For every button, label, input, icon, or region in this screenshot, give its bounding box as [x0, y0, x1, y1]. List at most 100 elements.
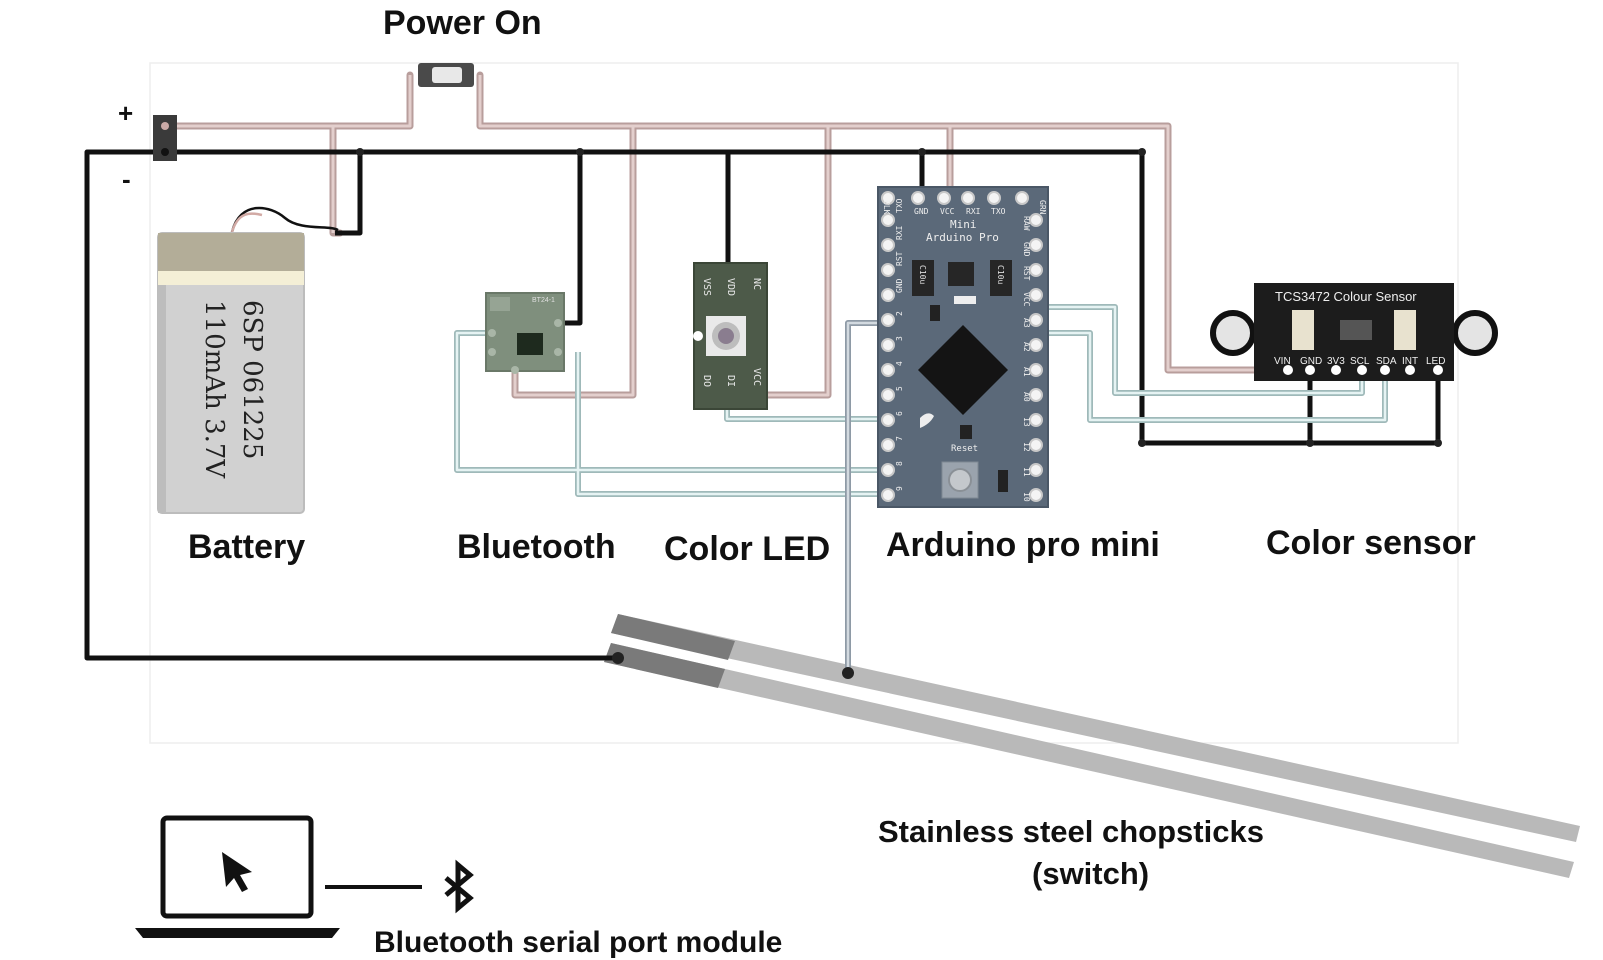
- arduino-pin-right-6: A2: [1022, 342, 1031, 352]
- arduino-right-pin-hole: [1029, 213, 1043, 227]
- led-pin-bottom-1: DO: [701, 375, 712, 387]
- sensor-pin-label: SDA: [1376, 356, 1397, 367]
- arduino-pin-top-6: GRN: [1038, 200, 1047, 215]
- minus-label: -: [122, 164, 131, 194]
- arduino-left-pin-hole: [881, 338, 895, 352]
- arduino-pin-left-1: TXO: [895, 198, 904, 213]
- arduino-top-pin-hole: [1015, 191, 1029, 205]
- battery-label: Battery: [188, 528, 305, 566]
- arduino-left-pin-hole: [881, 388, 895, 402]
- arduino-pin-right-3: RST: [1022, 266, 1031, 281]
- arduino-pin-right-10: 12: [1022, 442, 1031, 452]
- chopsticks-label-line2: (switch): [1032, 856, 1149, 891]
- sensor-title: TCS3472 Colour Sensor: [1275, 289, 1417, 304]
- bluetooth-module: BT24-1: [485, 292, 565, 374]
- arduino-pin-top-4: RXI: [966, 207, 981, 216]
- led-pin-bottom-2: DI: [725, 375, 736, 387]
- arduino-right-pin-hole: [1029, 238, 1043, 252]
- arduino-pin-left-11: 8: [895, 461, 904, 466]
- arduino-right-pin-hole: [1029, 388, 1043, 402]
- chopsticks-label-line1: Stainless steel chopsticks: [878, 814, 1264, 849]
- arduino-cap-label-left: C10u: [918, 265, 927, 284]
- battery: 6SP 061225 110mAh 3.7V: [157, 206, 339, 514]
- arduino-pin-right-4: VCC: [1022, 292, 1031, 307]
- arduino-pin-right-8: A0: [1022, 392, 1031, 402]
- sensor-pin-label: SCL: [1350, 356, 1370, 367]
- arduino-left-pin-hole: [881, 463, 895, 477]
- power-on-label: Power On: [383, 4, 542, 42]
- arduino-top-pin-hole: [961, 191, 975, 205]
- arduino-pin-left-8: 5: [895, 386, 904, 391]
- arduino-pin-left-6: 3: [895, 336, 904, 341]
- arduino-pro-mini: BLK GND VCC RXI TXO GRN Mini Arduino Pro…: [877, 186, 1049, 508]
- arduino-pin-top-1: BLK: [882, 200, 891, 215]
- bt-serial-label: Bluetooth serial port module: [374, 926, 782, 959]
- arduino-left-pin-hole: [881, 288, 895, 302]
- arduino-pin-top-5: TXO: [991, 207, 1006, 216]
- sensor-pin-label: GND: [1300, 356, 1322, 367]
- arduino-left-pin-hole: [881, 263, 895, 277]
- circuit-canvas: [149, 62, 1459, 744]
- arduino-pin-left-10: 7: [895, 436, 904, 441]
- led-pin-top-3: NC: [751, 278, 762, 290]
- led-pin-bottom-3: VCC: [751, 368, 762, 386]
- chopstick-signal-wire-core: [846, 321, 890, 673]
- arduino-pin-right-12: 10: [1022, 492, 1031, 502]
- bluetooth-label: Bluetooth: [457, 528, 616, 566]
- arduino-pin-right-5: A3: [1022, 318, 1031, 328]
- arduino-left-pin-hole: [881, 488, 895, 502]
- arduino-pin-left-7: 4: [895, 361, 904, 366]
- color-led-label: Color LED: [664, 530, 830, 568]
- arduino-pin-right-7: A1: [1022, 367, 1031, 377]
- arduino-cap-label-right: C10u: [996, 265, 1005, 284]
- power-wires-core: [165, 75, 1280, 397]
- arduino-pin-top-3: VCC: [940, 207, 955, 216]
- arduino-top-pin-hole: [911, 191, 925, 205]
- arduino-right-pins: [1029, 213, 1043, 502]
- sensor-pin-label: VIN: [1274, 356, 1291, 367]
- arduino-pin-top-2: GND: [914, 207, 929, 216]
- arduino-reset-label: Reset: [951, 444, 978, 454]
- arduino-right-pin-hole: [1029, 313, 1043, 327]
- led-pin-top-1: VSS: [701, 278, 712, 296]
- arduino-left-pins: [881, 213, 895, 502]
- arduino-top-pin-hole: [937, 191, 951, 205]
- arduino-pin-left-2: RXI: [895, 225, 904, 240]
- arduino-top-pin-hole: [987, 191, 1001, 205]
- power-terminal: [153, 115, 177, 161]
- color-led-module: VSS VDD NC DO DI VCC: [693, 262, 768, 410]
- arduino-right-pin-hole: [1029, 288, 1043, 302]
- arduino-right-pin-hole: [1029, 363, 1043, 377]
- power-switch[interactable]: [418, 63, 474, 87]
- arduino-pin-left-9: 6: [895, 411, 904, 416]
- arduino-title-line1: Mini: [950, 218, 977, 231]
- arduino-pin-left-5: 2: [895, 311, 904, 316]
- sensor-pin-labels: VIN GND 3V3 SCL SDA INT LED: [1274, 356, 1445, 367]
- arduino-title-line2: Arduino Pro: [926, 231, 999, 244]
- bluetooth-icon: [444, 859, 474, 914]
- arduino-right-pin-hole: [1029, 263, 1043, 277]
- led-pin-top-2: VDD: [725, 278, 736, 296]
- arduino-pin-right-9: 13: [1022, 417, 1031, 427]
- arduino-right-pin-hole: [1029, 463, 1043, 477]
- arduino-left-pin-hole: [881, 213, 895, 227]
- arduino-pin-right-11: 11: [1022, 467, 1031, 477]
- arduino-left-pin-hole: [881, 363, 895, 377]
- arduino-pin-right-2: GND: [1022, 242, 1031, 257]
- arduino-pin-left-12: 9: [895, 486, 904, 491]
- battery-text-line2: 110mAh 3.7V: [199, 300, 229, 479]
- cursor-arrow-icon: [222, 852, 252, 892]
- sensor-pin-label: LED: [1426, 356, 1445, 367]
- arduino-left-pin-hole: [881, 438, 895, 452]
- plus-label: +: [118, 98, 133, 128]
- sensor-pin-label: 3V3: [1327, 356, 1345, 367]
- arduino-left-pin-hole: [881, 238, 895, 252]
- laptop-icon: [135, 815, 340, 938]
- battery-text-line1: 6SP 061225: [237, 300, 267, 459]
- arduino-pin-left-3: RST: [895, 251, 904, 266]
- arduino-top-pin-hole: [881, 191, 895, 205]
- arduino-right-pin-hole: [1029, 413, 1043, 427]
- arduino-label: Arduino pro mini: [886, 526, 1160, 564]
- arduino-right-pin-hole: [1029, 488, 1043, 502]
